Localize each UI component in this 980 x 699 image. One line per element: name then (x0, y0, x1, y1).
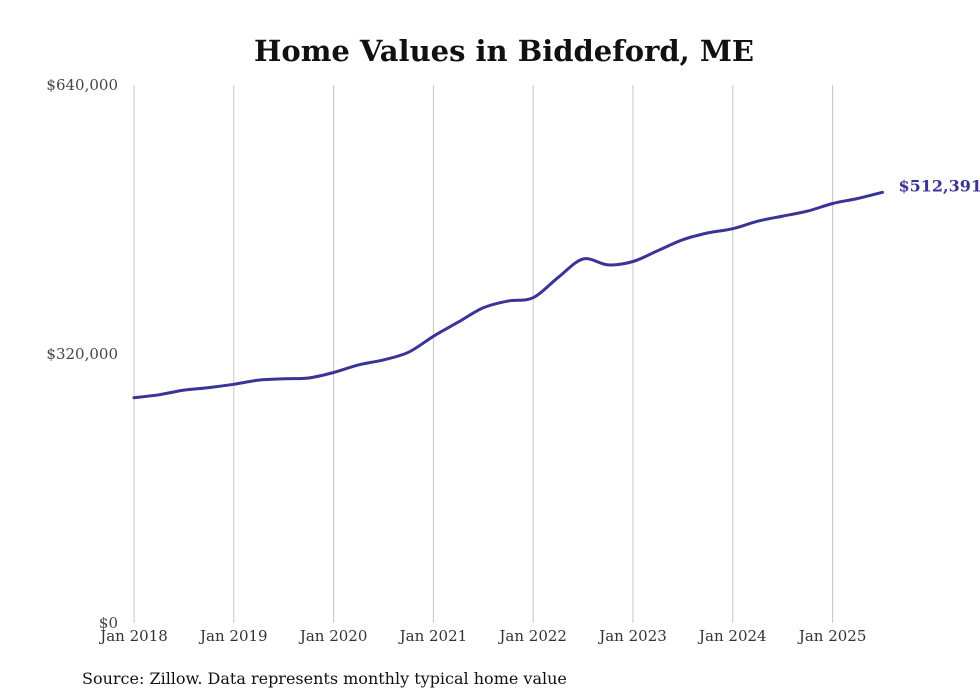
series-line (132, 190, 884, 400)
y-axis-ticks: $0 $320,000 $640,000 (46, 76, 118, 632)
x-tick-label: Jan 2018 (98, 627, 168, 645)
x-tick-label: Jan 2024 (697, 627, 767, 645)
source-note: Source: Zillow. Data represents monthly … (82, 669, 567, 688)
x-axis-ticks: Jan 2018 Jan 2019 Jan 2020 Jan 2021 Jan 2022… (98, 627, 866, 645)
x-tick-label: Jan 2022 (497, 627, 567, 645)
x-tick-label: Jan 2019 (198, 627, 268, 645)
chart-title: Home Values in Biddeford, ME (254, 34, 754, 68)
end-value-label: $512,391 (899, 176, 980, 195)
y-tick-label: $0 (99, 614, 118, 632)
y-tick-label: $320,000 (46, 345, 118, 363)
x-tick-label: Jan 2025 (797, 627, 867, 645)
x-tick-label: Jan 2021 (398, 627, 468, 645)
x-tick-label: Jan 2023 (597, 627, 667, 645)
x-tick-label: Jan 2020 (298, 627, 368, 645)
grid-lines (133, 85, 834, 623)
y-tick-label: $640,000 (46, 76, 118, 94)
